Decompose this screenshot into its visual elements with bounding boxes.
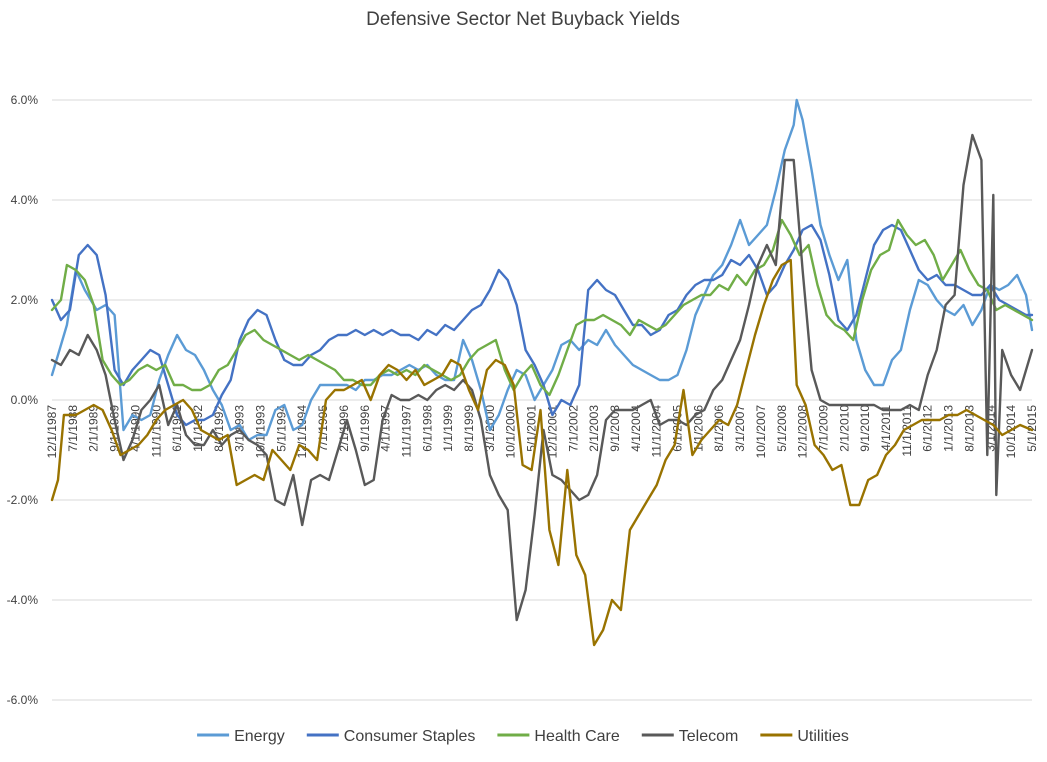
x-tick-label: 10/1/1993	[254, 405, 268, 459]
chart-title: Defensive Sector Net Buyback Yields	[366, 9, 680, 30]
x-tick-label: 8/1/2013	[962, 405, 976, 452]
x-tick-label: 11/1/2011	[900, 405, 914, 457]
x-tick-label: 6/1/1998	[420, 405, 434, 452]
x-tick-label: 5/1/2008	[775, 405, 789, 452]
x-tick-label: 7/1/2002	[566, 405, 580, 452]
x-tick-label: 7/1/1988	[66, 405, 80, 452]
series-lines	[50, 98, 1034, 647]
x-tick-label: 8/1/1992	[212, 405, 226, 452]
x-tick-label: 2/1/2010	[837, 405, 851, 452]
series-line-energy	[50, 98, 1034, 442]
x-tick-label: 10/1/2014	[1004, 405, 1018, 459]
y-tick-label: 6.0%	[11, 93, 39, 107]
y-tick-label: -6.0%	[7, 693, 39, 707]
y-axis-tick-labels: 6.0% 4.0% 2.0% 0.0% -2.0% -4.0% -6.0%	[7, 93, 39, 707]
x-tick-label: 7/1/2009	[816, 405, 830, 452]
gridlines	[52, 99, 1032, 701]
x-tick-label: 12/1/2001	[545, 405, 559, 459]
x-tick-label: 9/1/1996	[358, 405, 372, 452]
y-tick-label: -2.0%	[7, 493, 39, 507]
x-tick-label: 1/1/1999	[441, 405, 455, 452]
legend-label-consumer-staples: Consumer Staples	[344, 728, 476, 745]
x-tick-label: 10/1/2000	[504, 405, 518, 459]
x-tick-label: 11/1/2004	[650, 405, 664, 458]
series-line-health-care	[50, 218, 1034, 397]
x-tick-label: 8/1/2006	[712, 405, 726, 452]
x-tick-label: 10/1/2007	[754, 405, 768, 459]
legend-label-energy: Energy	[234, 728, 285, 745]
y-tick-label: 0.0%	[11, 393, 39, 407]
x-tick-label: 9/1/2003	[608, 405, 622, 452]
x-tick-label: 5/1/2015	[1025, 405, 1039, 452]
series-line-telecom	[50, 133, 1034, 622]
series-line-consumer-staples	[50, 223, 1034, 427]
x-tick-label: 5/1/1994	[274, 405, 288, 452]
x-tick-label: 4/1/2011	[879, 405, 893, 451]
legend-label-health-care: Health Care	[534, 728, 619, 745]
x-tick-label: 8/1/1999	[462, 405, 476, 452]
x-tick-label: 2/1/1989	[87, 405, 101, 452]
x-tick-label: 3/1/1993	[233, 405, 247, 452]
x-tick-label: 4/1/1997	[379, 405, 393, 452]
legend-label-telecom: Telecom	[679, 728, 739, 745]
x-tick-label: 2/1/2003	[587, 405, 601, 452]
x-tick-label: 6/1/2012	[921, 405, 935, 452]
legend: Energy Consumer Staples Health Care Telecom…	[197, 728, 849, 745]
y-tick-label: -4.0%	[7, 593, 39, 607]
series-line-utilities	[50, 258, 1034, 647]
x-tick-label: 11/1/1997	[399, 405, 413, 458]
x-tick-label: 12/1/2008	[796, 405, 810, 459]
y-tick-label: 2.0%	[11, 293, 39, 307]
y-tick-label: 4.0%	[11, 193, 39, 207]
x-tick-label: 1/1/2013	[942, 405, 956, 452]
x-tick-label: 4/1/2004	[629, 405, 643, 452]
x-tick-label: 3/1/2007	[733, 405, 747, 452]
x-tick-label: 12/1/1987	[45, 405, 59, 459]
x-tick-label: 9/1/2010	[858, 405, 872, 452]
legend-label-utilities: Utilities	[797, 728, 849, 745]
